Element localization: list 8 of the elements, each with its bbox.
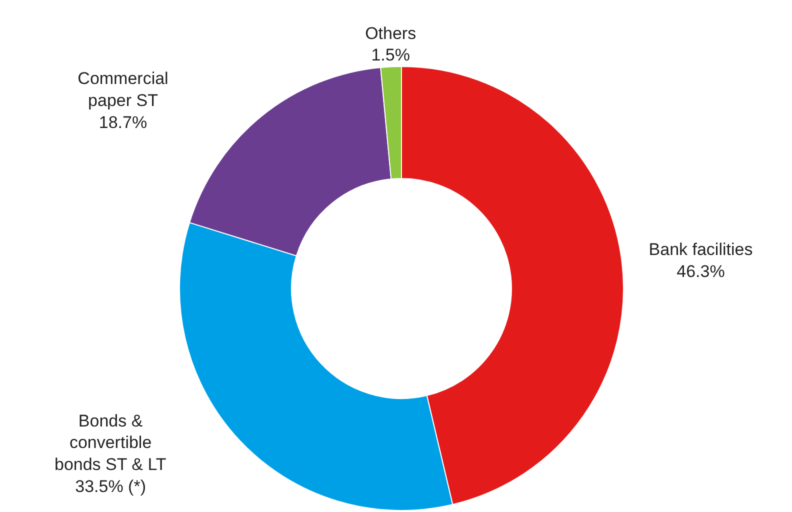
slice-label: Bonds & convertible bonds ST & LT (54, 411, 166, 474)
data-label: 33.5% (*) (75, 476, 146, 496)
data-label: 1.5% (371, 46, 410, 65)
slice-label: Others (365, 24, 416, 43)
data-label: 46.3% (676, 262, 725, 281)
data-label: 18.7% (98, 112, 148, 132)
slice-label: Commercial paper ST (78, 69, 168, 110)
slice-label: Bank facilities (648, 240, 753, 260)
